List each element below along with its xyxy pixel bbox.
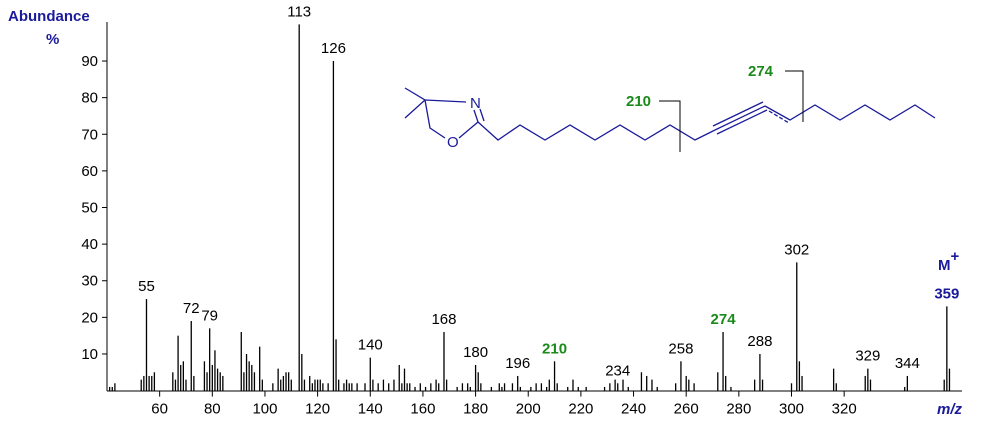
y-tick-label: 30 bbox=[81, 273, 98, 290]
y-tick-label: 60 bbox=[81, 163, 98, 180]
peak-label: 258 bbox=[668, 340, 693, 357]
y-tick-label: 40 bbox=[81, 236, 98, 253]
peak-label: 55 bbox=[138, 278, 155, 295]
x-tick-label: 120 bbox=[305, 401, 330, 418]
y-tick-label: 50 bbox=[81, 200, 98, 217]
molecular-ion-symbol: M bbox=[938, 257, 951, 274]
x-tick-label: 80 bbox=[204, 401, 221, 418]
peak-label: 113 bbox=[287, 3, 311, 20]
bond bbox=[424, 99, 467, 103]
peak-label: 344 bbox=[895, 355, 920, 372]
fragment-marker bbox=[659, 100, 681, 152]
x-tick-label: 60 bbox=[151, 401, 168, 418]
peak-label: 288 bbox=[747, 333, 772, 350]
x-tick-label: 220 bbox=[568, 401, 593, 418]
bond bbox=[424, 99, 446, 139]
y-tick-label: 90 bbox=[81, 53, 98, 70]
x-tick-label: 100 bbox=[252, 401, 277, 418]
x-tick-label: 320 bbox=[832, 401, 857, 418]
peak-label: 126 bbox=[321, 40, 346, 57]
x-tick-label: 300 bbox=[779, 401, 804, 418]
x-tick-label: 260 bbox=[674, 401, 699, 418]
peak-label: 274 bbox=[711, 311, 737, 328]
molecular-ion-charge: + bbox=[951, 248, 960, 265]
x-tick-label: 140 bbox=[358, 401, 383, 418]
fragment-marker bbox=[785, 70, 804, 122]
structure: N O 210 274 bbox=[404, 63, 936, 152]
peak-label: 79 bbox=[201, 307, 218, 324]
bond bbox=[768, 110, 790, 124]
peak-label: 329 bbox=[855, 348, 880, 365]
y-axis-unit: % bbox=[46, 31, 59, 48]
molecular-ion: M+ bbox=[938, 248, 960, 274]
y-tick-label: 70 bbox=[81, 126, 98, 143]
x-tick-label: 240 bbox=[621, 401, 646, 418]
x-tick-label: 280 bbox=[726, 401, 751, 418]
bond bbox=[479, 108, 485, 122]
x-axis-title: m/z bbox=[937, 401, 963, 418]
chain bbox=[477, 121, 716, 141]
peak-label: 234 bbox=[605, 362, 630, 379]
bond bbox=[404, 87, 427, 119]
y-tick-label: 20 bbox=[81, 309, 98, 326]
peak-label: 168 bbox=[431, 311, 456, 328]
y-tick-label: 10 bbox=[81, 346, 98, 363]
x-tick-label: 200 bbox=[516, 401, 541, 418]
x-tick-label: 160 bbox=[410, 401, 435, 418]
bond bbox=[458, 109, 479, 139]
y-tick-label: 80 bbox=[81, 90, 98, 107]
atom-label: N bbox=[470, 95, 481, 112]
peak-label: 196 bbox=[505, 355, 530, 372]
peak-label: 180 bbox=[463, 344, 488, 361]
peak-label: 210 bbox=[542, 340, 567, 357]
chain bbox=[764, 104, 936, 121]
x-tick-label: 180 bbox=[463, 401, 488, 418]
fragment-label: 210 bbox=[626, 93, 651, 110]
bond bbox=[716, 109, 768, 135]
atom-label: O bbox=[447, 134, 459, 151]
bond bbox=[712, 101, 764, 127]
peak-label: 302 bbox=[784, 241, 809, 258]
peak-label: 140 bbox=[358, 337, 383, 354]
y-axis-title: Abundance bbox=[8, 8, 90, 25]
peak-label: 359 bbox=[934, 285, 959, 302]
peak-label: 72 bbox=[183, 300, 200, 317]
fragment-label: 274 bbox=[748, 63, 774, 80]
bond bbox=[714, 105, 766, 131]
